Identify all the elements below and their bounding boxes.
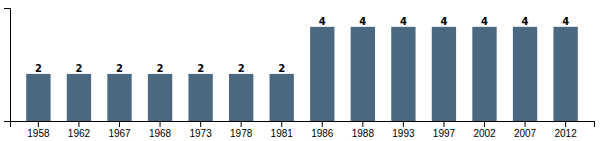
x-tick-label: 2002 bbox=[473, 128, 496, 139]
x-tick: 1978 bbox=[230, 121, 253, 139]
data-label: 4 bbox=[562, 16, 569, 27]
x-tick-label: 1986 bbox=[311, 128, 334, 139]
x-tick-mark bbox=[78, 121, 79, 127]
bar bbox=[26, 74, 50, 121]
bar bbox=[310, 27, 334, 121]
x-tick-mark bbox=[322, 121, 323, 127]
bar bbox=[472, 27, 496, 121]
bar bbox=[67, 74, 91, 121]
x-tick-mark bbox=[160, 121, 161, 127]
x-tick-mark bbox=[200, 121, 201, 127]
bar bbox=[391, 27, 415, 121]
data-label: 2 bbox=[35, 63, 42, 74]
x-tick-label: 1973 bbox=[189, 128, 212, 139]
x-tick-label: 1967 bbox=[108, 128, 131, 139]
x-tick: 2002 bbox=[473, 121, 496, 139]
x-tick: 1962 bbox=[68, 121, 91, 139]
bar bbox=[432, 27, 456, 121]
bar bbox=[553, 27, 577, 121]
x-tick: 1986 bbox=[311, 121, 334, 139]
bar bbox=[107, 74, 131, 121]
x-axis: 1958 1962 1967 1968 1973 1978 1981 1986 1988 1993… bbox=[11, 121, 595, 139]
data-label: 4 bbox=[522, 16, 529, 27]
data-label: 4 bbox=[319, 16, 326, 27]
x-tick-label: 1962 bbox=[68, 128, 91, 139]
data-label: 4 bbox=[400, 16, 407, 27]
bars bbox=[26, 27, 578, 121]
data-label: 4 bbox=[481, 16, 488, 27]
bar bbox=[229, 74, 253, 121]
data-label: 4 bbox=[359, 16, 366, 27]
x-tick-mark bbox=[119, 121, 120, 127]
data-label: 4 bbox=[440, 16, 447, 27]
x-tick: 1973 bbox=[189, 121, 212, 139]
bar bbox=[188, 74, 212, 121]
x-tick-mark bbox=[525, 121, 526, 127]
x-tick: 1958 bbox=[27, 121, 50, 139]
x-tick: 1997 bbox=[433, 121, 456, 139]
data-label: 2 bbox=[116, 63, 123, 74]
x-tick-label: 1993 bbox=[392, 128, 415, 139]
x-tick-mark bbox=[38, 121, 39, 127]
x-tick-label: 2012 bbox=[554, 128, 577, 139]
x-tick: 1981 bbox=[271, 121, 294, 139]
bar bbox=[513, 27, 537, 121]
x-tick-mark bbox=[443, 121, 444, 127]
x-tick-label: 1978 bbox=[230, 128, 253, 139]
x-tick-mark bbox=[281, 121, 282, 127]
x-tick: 1967 bbox=[108, 121, 131, 139]
bar bbox=[148, 74, 172, 121]
y-axis-line bbox=[4, 9, 11, 122]
x-axis-line bbox=[11, 122, 595, 128]
x-tick-label: 2007 bbox=[514, 128, 537, 139]
data-label: 2 bbox=[278, 63, 285, 74]
data-labels: 2 2 2 2 2 2 2 4 4 4 4 4 4 4 bbox=[35, 16, 569, 74]
x-tick: 1993 bbox=[392, 121, 415, 139]
x-tick: 2012 bbox=[554, 121, 577, 139]
bar bbox=[351, 27, 375, 121]
x-tick-mark bbox=[484, 121, 485, 127]
x-tick-label: 1968 bbox=[149, 128, 172, 139]
y-axis bbox=[4, 9, 11, 122]
data-label: 2 bbox=[75, 63, 82, 74]
x-tick: 2007 bbox=[514, 121, 537, 139]
data-label: 2 bbox=[157, 63, 164, 74]
x-tick: 1968 bbox=[149, 121, 172, 139]
data-label: 2 bbox=[197, 63, 204, 74]
x-tick-label: 1997 bbox=[433, 128, 456, 139]
data-label: 2 bbox=[238, 63, 245, 74]
x-tick-mark bbox=[362, 121, 363, 127]
x-tick-mark bbox=[241, 121, 242, 127]
x-tick-mark bbox=[403, 121, 404, 127]
plot: 1958 1962 1967 1968 1973 1978 1981 1986 1988 1993… bbox=[4, 9, 595, 140]
chart: 1958 1962 1967 1968 1973 1978 1981 1986 1988 1993… bbox=[0, 0, 604, 141]
x-tick: 1988 bbox=[352, 121, 375, 139]
x-tick-label: 1988 bbox=[352, 128, 375, 139]
x-tick-mark bbox=[565, 121, 566, 127]
bar bbox=[270, 74, 294, 121]
x-tick-label: 1958 bbox=[27, 128, 50, 139]
x-tick-label: 1981 bbox=[271, 128, 294, 139]
